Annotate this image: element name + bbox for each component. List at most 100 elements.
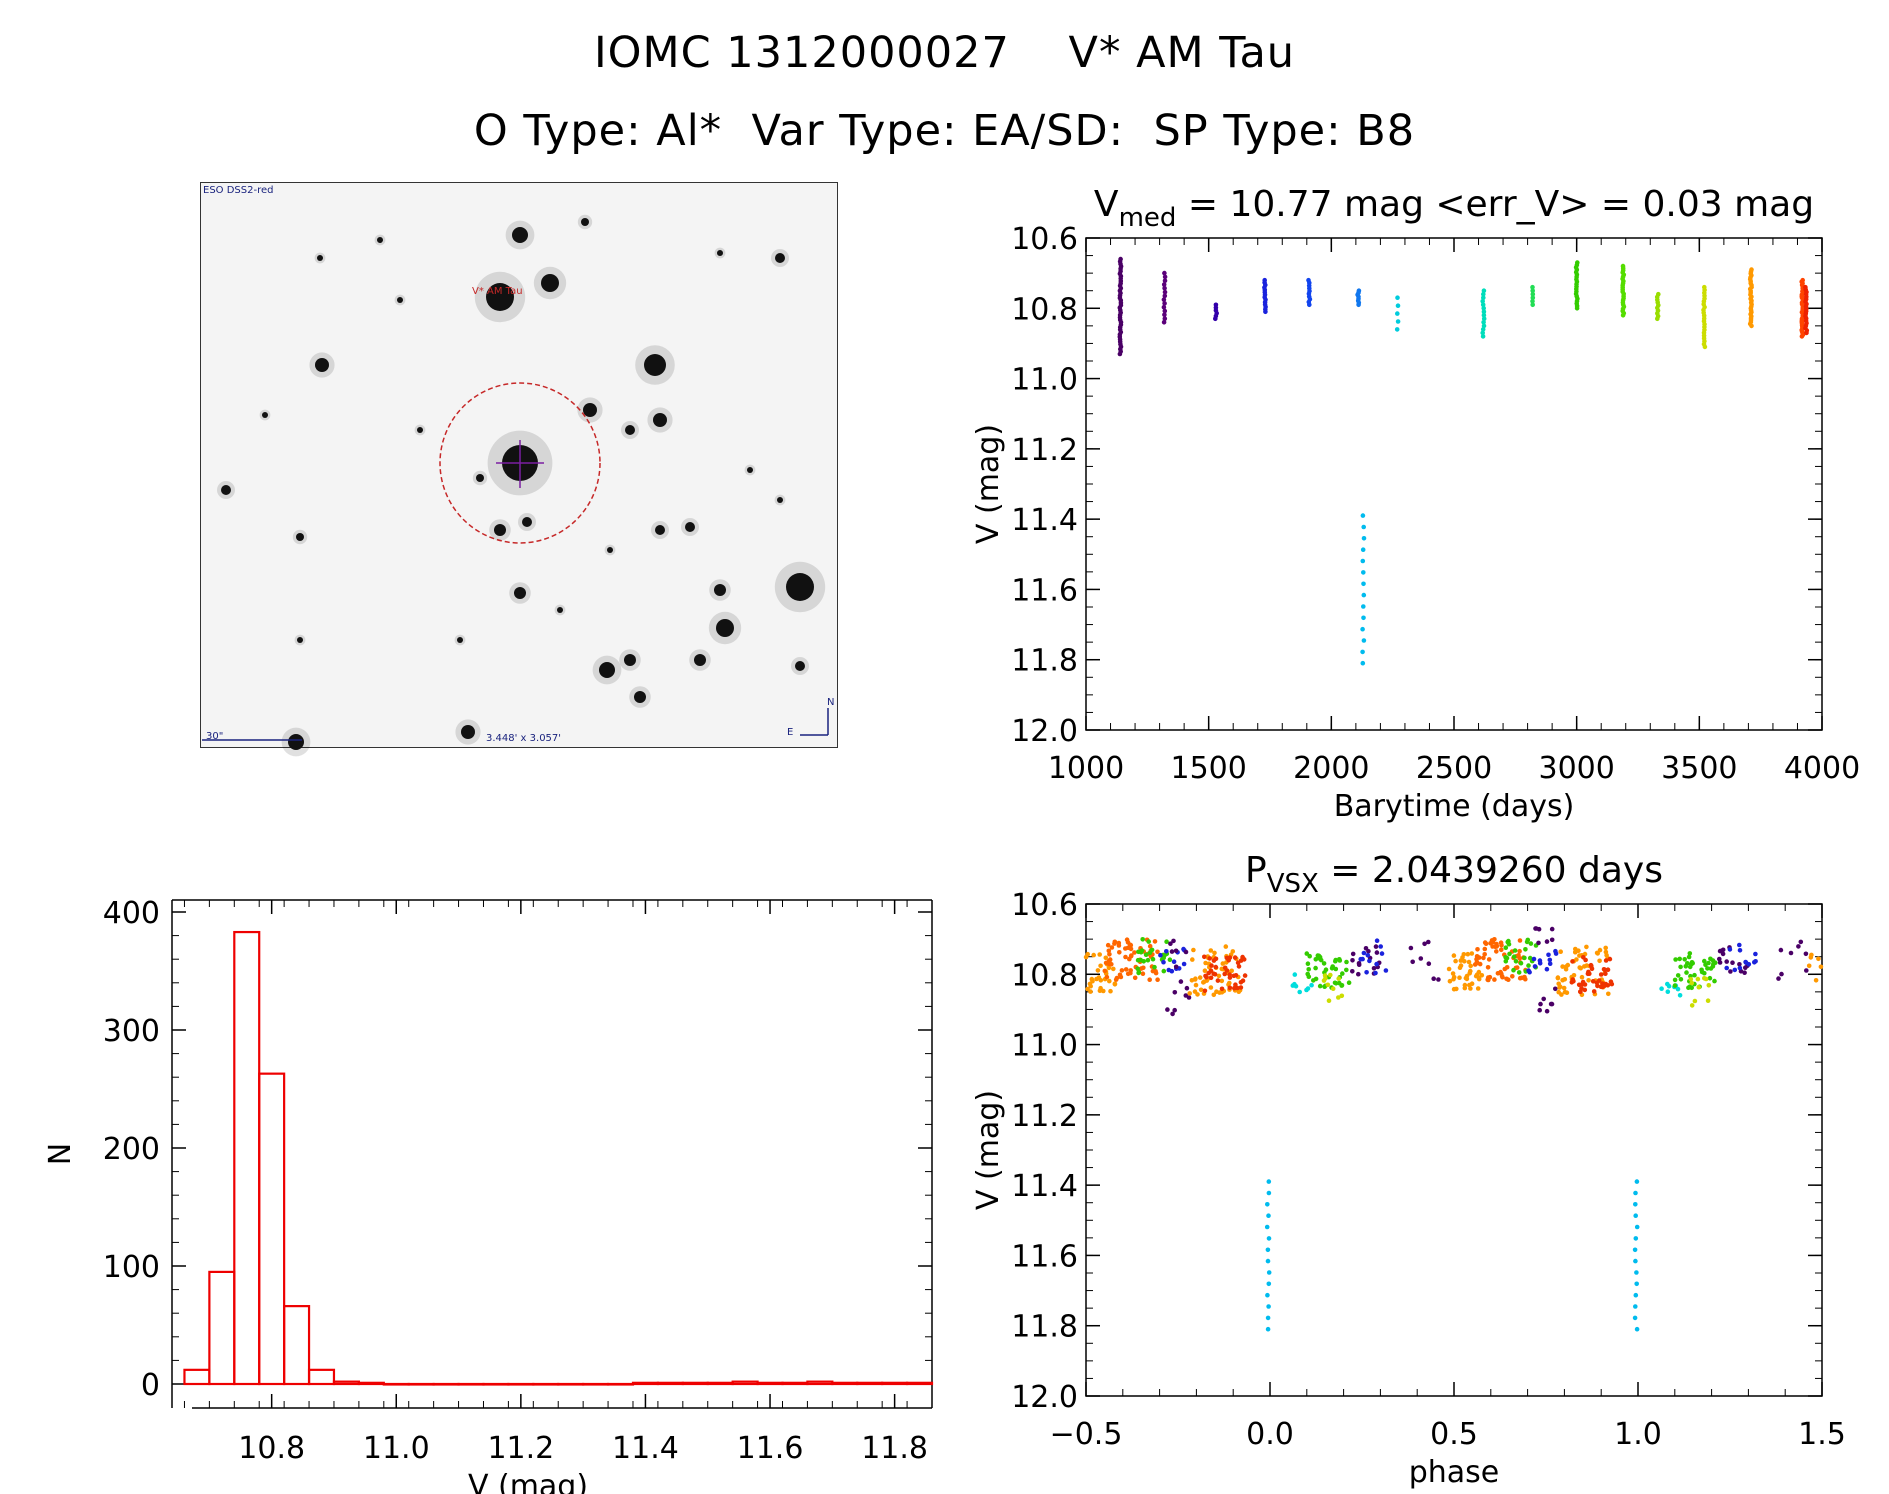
- phased-point: [1544, 939, 1550, 944]
- phased-point: [1350, 951, 1356, 957]
- phased-point: [1474, 954, 1480, 959]
- phased-point: [1119, 968, 1125, 973]
- lightcurve-point: [1749, 323, 1754, 329]
- histogram-ylabel: N: [43, 1143, 78, 1165]
- star: [583, 403, 597, 417]
- phased-point: [1461, 952, 1467, 957]
- phased-eclipse-point: [1633, 1213, 1638, 1218]
- phased-point: [1220, 961, 1226, 966]
- phased-point: [1523, 976, 1528, 982]
- phased-point: [1193, 982, 1199, 988]
- phased-eclipse-point: [1266, 1304, 1271, 1309]
- phased-point: [1108, 988, 1113, 994]
- phased-point: [1512, 948, 1518, 953]
- phased-point: [1211, 992, 1217, 998]
- histogram-bar: [781, 1381, 809, 1386]
- histogram-xlabel: V (mag): [468, 1469, 588, 1494]
- phased-point: [1152, 964, 1157, 970]
- phased-eclipse-point: [1266, 1236, 1272, 1241]
- phased-point: [1321, 961, 1327, 966]
- lightcurve-point: [1161, 282, 1167, 287]
- phased-point: [1724, 959, 1729, 964]
- lightcurve-point: [1161, 297, 1167, 302]
- phased-point: [1689, 1003, 1695, 1008]
- phased-eclipse-point: [1265, 1292, 1270, 1298]
- histogram-bar: [357, 1381, 385, 1386]
- phased-point: [1202, 954, 1207, 960]
- phased-point: [1374, 938, 1380, 943]
- phased-point: [1184, 985, 1190, 991]
- lightcurve-point: [1799, 334, 1805, 339]
- phased-point: [1682, 957, 1687, 962]
- phased-point: [1350, 958, 1355, 963]
- lightcurve-point: [1530, 302, 1535, 308]
- phased-point: [1541, 996, 1546, 1002]
- phased-point: [1475, 947, 1480, 952]
- phased-eclipse-point: [1633, 1190, 1638, 1196]
- phased-point: [1367, 958, 1372, 964]
- histogram-bar: [307, 1368, 336, 1386]
- phased-point: [1677, 956, 1682, 962]
- lightcurve-point: [1162, 270, 1167, 276]
- phased-point: [1537, 1007, 1542, 1013]
- histogram-ytick-label: 300: [103, 1014, 160, 1049]
- phased-point: [1242, 973, 1248, 978]
- phased-point: [1450, 971, 1456, 976]
- lightcurve-point: [1530, 291, 1536, 297]
- lightcurve-point: [1481, 288, 1487, 294]
- phased-point: [1598, 972, 1604, 977]
- phased-eclipse-point: [1265, 1202, 1270, 1207]
- histogram-bar: [856, 1381, 884, 1386]
- lightcurve-point: [1361, 638, 1367, 643]
- phased-point: [1356, 961, 1362, 966]
- phased-point: [1213, 964, 1219, 970]
- phased-point: [1238, 980, 1244, 985]
- phased-point: [1183, 949, 1189, 955]
- phased-point: [1547, 961, 1553, 966]
- phased-point: [1145, 957, 1151, 963]
- lightcurve-ytick-label: 11.0: [1011, 363, 1078, 398]
- phased-point: [1171, 938, 1176, 944]
- phased-point: [1563, 964, 1569, 969]
- phased-point: [1453, 958, 1458, 964]
- phased-point: [1330, 964, 1335, 969]
- star: [777, 497, 783, 503]
- phased-point: [1605, 967, 1611, 972]
- phased-point: [1240, 954, 1245, 960]
- phased-point: [1339, 983, 1344, 988]
- phased-eclipse-point: [1266, 1190, 1272, 1196]
- phased-point: [1727, 947, 1733, 952]
- phased-point: [1712, 978, 1717, 984]
- phased-eclipse-point: [1265, 1247, 1271, 1253]
- chart-title-line1: IOMC 1312000027 V* AM Tau: [593, 28, 1296, 78]
- phased-point: [1198, 987, 1204, 993]
- phased-point: [1665, 989, 1671, 994]
- phased-xtick-label: 1.5: [1798, 1417, 1846, 1452]
- phased-point: [1603, 958, 1609, 963]
- phased-point: [1818, 964, 1824, 970]
- phased-point: [1469, 981, 1475, 986]
- phased-point: [1532, 964, 1538, 969]
- phased-point: [1146, 939, 1151, 944]
- phased-point: [1699, 969, 1705, 975]
- lightcurve-point: [1361, 615, 1366, 621]
- phased-point: [1356, 971, 1361, 977]
- lightcurve-point: [1356, 302, 1361, 308]
- phased-point: [1158, 952, 1163, 958]
- phased-point: [1692, 972, 1697, 978]
- lightcurve-point: [1655, 316, 1660, 322]
- phased-point: [1132, 950, 1137, 955]
- lightcurve-point: [1481, 291, 1486, 297]
- phased-eclipse-point: [1266, 1281, 1272, 1287]
- phased-xtick-label: −0.5: [1050, 1417, 1123, 1452]
- phased-point: [1128, 968, 1133, 973]
- phased-point: [1361, 950, 1367, 956]
- histogram-bar: [806, 1380, 834, 1386]
- histogram-xtick-label: 11.2: [487, 1431, 554, 1466]
- phased-point: [1164, 939, 1169, 944]
- phased-point: [1603, 945, 1608, 951]
- phased-point: [1149, 947, 1155, 953]
- phased-point: [1603, 971, 1608, 976]
- histogram-bar: [731, 1380, 759, 1386]
- phased-eclipse-point: [1634, 1179, 1640, 1184]
